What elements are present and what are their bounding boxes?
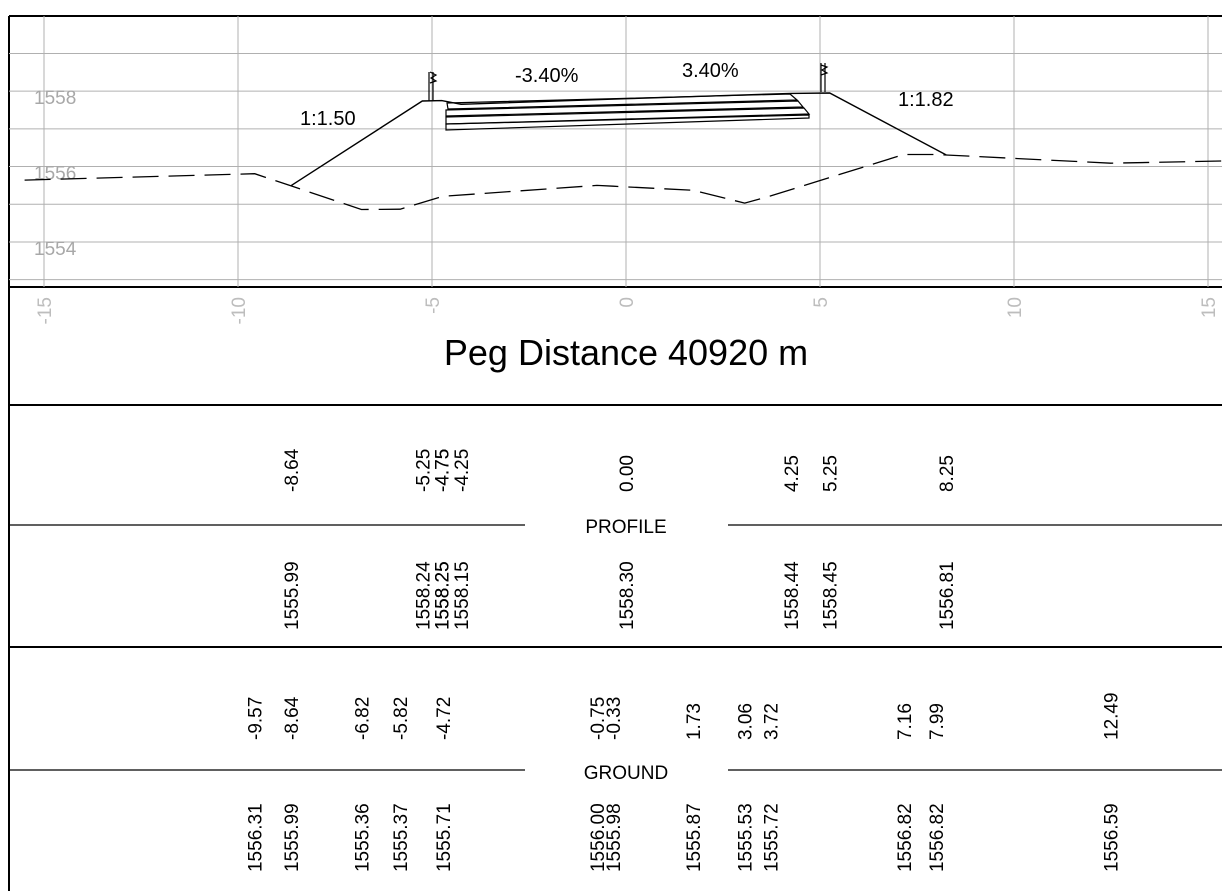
section-title: Peg Distance 40920 m: [444, 332, 808, 373]
ground-offset-value: -5.82: [391, 697, 412, 740]
profile-offset-value: 0.00: [617, 455, 638, 492]
profile-line: [290, 92, 947, 187]
ground-elevation-row: 1556.31 1555.99 1555.36 1555.37 1555.71 1556.…: [246, 803, 1123, 872]
ground-offset-value: -8.64: [282, 696, 303, 740]
frame: [8, 15, 1222, 891]
ground-elevation-value: 1555.87: [684, 803, 705, 872]
guardrail-right-icon: [820, 63, 829, 92]
profile-offset-row: -8.64 -5.25-4.75-4.75-4.25 0.00 4.25 5.25 8.2…: [282, 448, 958, 492]
ground-elevation-value: 1556.31: [246, 803, 267, 872]
ground-offset-value: -0.75: [588, 697, 609, 740]
profile-offset-value: -4.75: [433, 449, 454, 492]
profile-offset-value: -4.25: [452, 449, 473, 492]
offset-tick-label: 5: [811, 297, 832, 308]
profile-offset-value: 8.25: [937, 455, 958, 492]
ground-elevation-value: 1555.37: [391, 803, 412, 872]
ground-elevation-value: 1556.82: [927, 803, 948, 872]
profile-elevation-value: 1558.25: [433, 561, 454, 630]
offset-tick-label: -15: [35, 297, 56, 324]
profile-offset-value: -4.75: [433, 449, 454, 492]
elevation-tick-label: 1556: [34, 163, 76, 184]
ground-offset-value: 7.16: [895, 703, 916, 740]
ground-line: [24, 153, 1222, 211]
profile-offset-value: -5.25: [413, 449, 434, 492]
right-crossfall-label: 3.40%: [682, 60, 739, 82]
ground-elevation-value: 1555.98: [604, 803, 625, 872]
offset-tick-label: 0: [617, 297, 638, 308]
pavement-layers: [445, 93, 811, 131]
profile-elevation-value: 1558.15: [452, 561, 473, 630]
profile-elevation-value: 1558.30: [617, 561, 638, 630]
ground-offset-value: 3.72: [761, 703, 782, 740]
profile-elevation-value: 1556.81: [937, 561, 958, 630]
elevation-tick-label: 1554: [34, 239, 77, 260]
ground-offset-value: 3.06: [736, 703, 757, 740]
profile-elevation-value: 1558.45: [821, 561, 842, 630]
ground-offset-value: 7.99: [927, 703, 948, 740]
elevation-axis: 1558 1556 1554: [34, 88, 77, 260]
ground-elevation-value: 1556.59: [1102, 803, 1123, 872]
ground-elevation-value: 1555.99: [282, 803, 303, 872]
grid: [9, 16, 1222, 287]
guardrail-left-icon: [428, 71, 438, 101]
profile-elevation-value: 1558.44: [782, 561, 803, 630]
ground-elevation-value: 1555.71: [434, 803, 455, 872]
profile-offset-value: 4.25: [782, 455, 803, 492]
ground-section-label: GROUND: [584, 763, 668, 784]
ground-elevation-value: 1556.82: [895, 803, 916, 872]
offset-axis: -15 -10 -5 0 5 10 15: [35, 297, 1220, 324]
ground-offset-value: -0.33: [604, 697, 625, 740]
ground-offset-value: -9.57: [246, 697, 267, 740]
offset-tick-label: -10: [229, 297, 250, 324]
ground-elevation-value: 1555.53: [736, 803, 757, 872]
profile-section-label: PROFILE: [585, 517, 666, 538]
right-side-slope-label: 1:1.82: [898, 89, 954, 111]
offset-tick-label: 15: [1199, 297, 1220, 318]
profile-elevation-value: 1558.24: [413, 561, 434, 630]
ground-offset-value: -4.72: [434, 697, 455, 740]
profile-offset-value: -8.64: [282, 448, 303, 492]
offset-tick-label: 10: [1005, 297, 1026, 318]
ground-offset-value: 1.73: [684, 703, 705, 740]
left-crossfall-label: -3.40%: [515, 65, 579, 87]
offset-tick-label: -5: [423, 297, 444, 314]
ground-offset-row: -9.57 -8.64 -6.82 -5.82 -4.72 -0.75-0.33 1.73 3…: [246, 692, 1123, 740]
ground-elevation-value: 1556.00: [588, 803, 609, 872]
profile-elevation-value: 1555.99: [282, 561, 303, 630]
elevation-tick-label: 1558: [34, 88, 76, 109]
ground-offset-value: -6.82: [352, 697, 373, 740]
ground-elevation-value: 1555.72: [761, 803, 782, 872]
ground-offset-value: 12.49: [1102, 692, 1123, 740]
profile-elevation-value: 1558.25: [433, 561, 454, 630]
ground-elevation-value: 1555.36: [352, 803, 373, 872]
left-side-slope-label: 1:1.50: [300, 108, 356, 130]
profile-offset-value: 5.25: [821, 455, 842, 492]
